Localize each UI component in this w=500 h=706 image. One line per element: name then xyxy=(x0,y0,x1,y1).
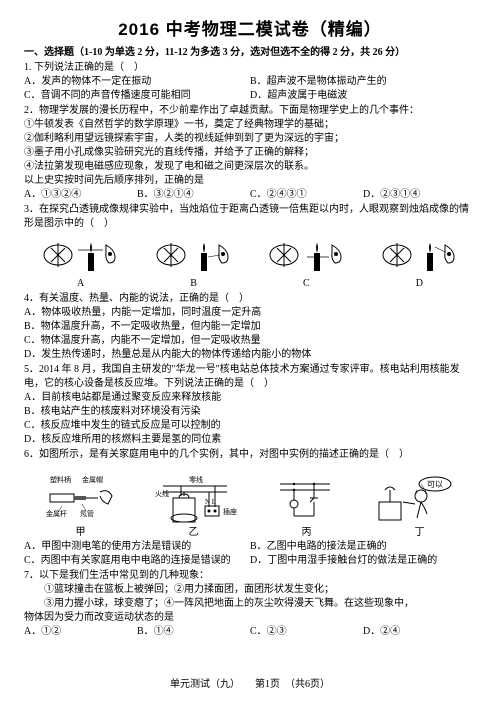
q3-img-D xyxy=(372,235,467,275)
q4: 4．有关温度、热量、内能的说法，正确的是（ ） A．物体吸收热量，内能一定增加，… xyxy=(24,292,476,362)
q4-D: D．发生热传递时，热量总是从内能大的物体传递给内能小的物体 xyxy=(24,348,476,362)
svg-text:金属杆: 金属杆 xyxy=(46,509,67,518)
q1-D: D．超声波属于电磁波 xyxy=(250,89,476,103)
q7: 7．以下是我们生活中常见到的几种现象： ①篮球撞击在篮板上被弹回；②用力揉面团，… xyxy=(24,569,476,639)
q7-l3: 物体因为受力而改变运动状态的是 xyxy=(24,611,476,625)
q3-img-A xyxy=(33,235,128,275)
q6-A: A．甲图中测电笔的使用方法是错误的 xyxy=(24,540,250,554)
q5-C: C．核反应堆中发生的链式反应是可以控制的 xyxy=(24,419,476,433)
exam-title: 2016 中考物理二模试卷（精编） xyxy=(24,18,476,42)
q6-img-bing xyxy=(270,474,340,526)
q5-B: B．核电站产生的核废料对环境没有污染 xyxy=(24,405,476,419)
q7-l2: ③用力握小球，球变瘪了；④一阵风把地面上的灰尘吹得漫天飞舞。在这些现象中， xyxy=(24,597,476,611)
svg-text:氖管: 氖管 xyxy=(80,509,94,518)
q3-img-C xyxy=(259,235,354,275)
q2-l5: 以上史实按时间先后顺序排列，正确的是 xyxy=(24,174,476,188)
section-header: 一、选择题（1-10 为单选 2 分，11-12 为多选 3 分，选对但选不全的… xyxy=(24,46,476,60)
q3-label-D: D xyxy=(416,277,423,291)
q6-D: D．丁图中用湿手接触台灯的做法是正确的 xyxy=(250,554,476,568)
q6-C: C．丙图中有关家庭用电中电路的连接是错误的 xyxy=(24,554,250,568)
q5: 5．2014 年 8 月，我国自主研发的"华龙一号"核电站总体技术方案通过专家评… xyxy=(24,363,476,447)
q2-l4: ④法拉第发现电磁感应现象，发现了电和磁之间更深层次的联系。 xyxy=(24,160,476,174)
q6-img-yi: 零线 火线 N L 插座 xyxy=(151,474,239,526)
q7-C: C．②③ xyxy=(250,625,363,639)
q6-label-bing: 丙 xyxy=(302,526,312,540)
svg-text:插座: 插座 xyxy=(223,507,237,516)
svg-text:N L: N L xyxy=(205,498,216,506)
q2-l2: ②伽利略利用望远镜探索宇宙，人类的视线延伸到到了更为深远的宇宙； xyxy=(24,132,476,146)
q6-labels: 甲 乙 丙 丁 xyxy=(24,526,476,540)
q6-images: 塑料柄 金属帽 金属杆 氖管 零线 火线 xyxy=(24,464,476,526)
q3-label-C: C xyxy=(303,277,310,291)
q2: 2．物理学发展的漫长历程中，不少前辈作出了卓越贡献。下面是物理学史上的几个事件：… xyxy=(24,104,476,202)
q2-stem: 2．物理学发展的漫长历程中，不少前辈作出了卓越贡献。下面是物理学史上的几个事件： xyxy=(24,104,476,118)
q5-A: A．目前核电站都是通过聚变反应来释放核能 xyxy=(24,391,476,405)
q2-B: B．③②①④ xyxy=(137,188,250,202)
q3: 3．在探究凸透镜成像规律实验中，当烛焰位于距离凸透镜一倍焦距以内时，人眼观察到烛… xyxy=(24,203,476,291)
q1-C: C．音调不同的声音传播速度可能相同 xyxy=(24,89,250,103)
q1: 1. 下列说法正确的是（ ） A．发声的物体不一定在振动 B．超声波不是物体振动… xyxy=(24,61,476,103)
q3-labels: A B C D xyxy=(24,277,476,291)
q7-A: A．①② xyxy=(24,625,137,639)
q6-label-yi: 乙 xyxy=(189,526,199,540)
q2-l3: ③墨子用小孔成像实验研究光的直线传播，并给予了正确的解释； xyxy=(24,146,476,160)
q6-img-ding: 可以 xyxy=(371,474,461,526)
svg-text:金属帽: 金属帽 xyxy=(82,475,103,484)
q7-stem: 7．以下是我们生活中常见到的几种现象： xyxy=(24,569,476,583)
svg-text:可以: 可以 xyxy=(427,480,443,489)
q6-img-jia: 塑料柄 金属帽 金属杆 氖管 xyxy=(40,474,120,526)
svg-text:零线: 零线 xyxy=(189,475,203,484)
svg-text:火线: 火线 xyxy=(155,489,169,498)
q3-label-A: A xyxy=(77,277,84,291)
q2-C: C．②④③① xyxy=(250,188,363,202)
q6-B: B．乙图中电路的接法是正确的 xyxy=(250,540,476,554)
q4-C: C．物体温度升高，内能不一定增加，但一定吸收热量 xyxy=(24,334,476,348)
page-footer: 单元测试（九） 第1页 （共6页） xyxy=(0,678,500,692)
q6-label-jia: 甲 xyxy=(76,526,86,540)
q2-D: D．②③①④ xyxy=(363,188,476,202)
q5-stem: 5．2014 年 8 月，我国自主研发的"华龙一号"核电站总体技术方案通过专家评… xyxy=(24,363,476,391)
q6-label-ding: 丁 xyxy=(415,526,425,540)
q4-B: B．物体温度升高，不一定吸收热量，但内能一定增加 xyxy=(24,320,476,334)
q7-D: D．②④ xyxy=(363,625,476,639)
q1-A: A．发声的物体不一定在振动 xyxy=(24,75,250,89)
q3-images xyxy=(24,234,476,276)
q3-stem: 3．在探究凸透镜成像规律实验中，当烛焰位于距离凸透镜一倍焦距以内时，人眼观察到烛… xyxy=(24,203,476,231)
q2-l1: ①牛顿发表《自然哲学的数学原理》一书，奠定了经典物理学的基础； xyxy=(24,118,476,132)
svg-text:塑料柄: 塑料柄 xyxy=(50,475,71,484)
q2-A: A．①③②④ xyxy=(24,188,137,202)
q1-stem: 1. 下列说法正确的是（ ） xyxy=(24,61,476,75)
q1-B: B．超声波不是物体振动产生的 xyxy=(250,75,476,89)
q4-stem: 4．有关温度、热量、内能的说法，正确的是（ ） xyxy=(24,292,476,306)
q3-label-B: B xyxy=(190,277,197,291)
q5-D: D．核反应堆所用的核燃料主要是氢的同位素 xyxy=(24,433,476,447)
q7-l1: ①篮球撞击在篮板上被弹回；②用力揉面团，面团形状发生变化； xyxy=(24,583,476,597)
q7-B: B．①④ xyxy=(137,625,250,639)
q3-img-B xyxy=(146,235,241,275)
q6-stem: 6．如图所示，是有关家庭用电中的几个实例，其中，对图中实例的描述正确的是（ ） xyxy=(24,448,476,462)
q6: 6．如图所示，是有关家庭用电中的几个实例，其中，对图中实例的描述正确的是（ ） … xyxy=(24,448,476,568)
q4-A: A．物体吸收热量，内能一定增加，同时温度一定升高 xyxy=(24,306,476,320)
